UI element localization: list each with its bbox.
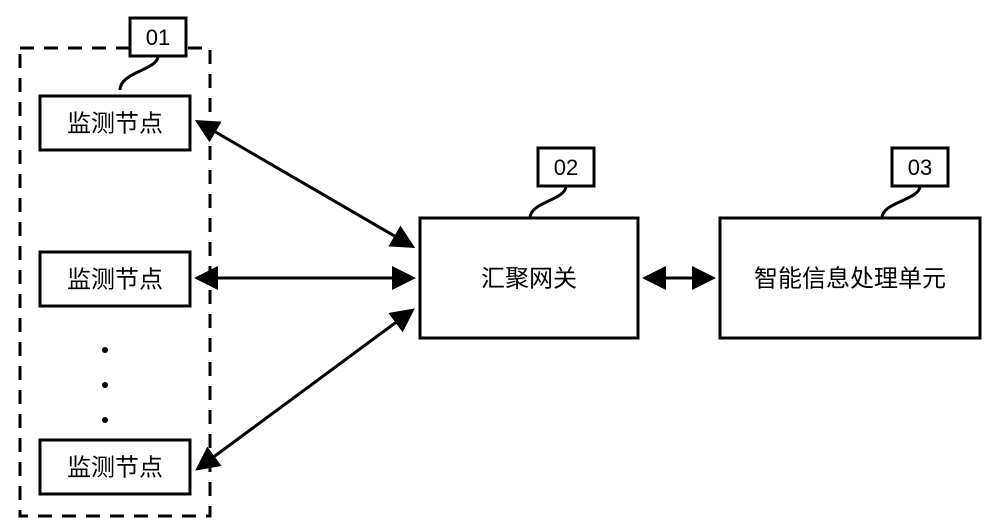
monitor-node-0: 监测节点 — [40, 96, 190, 150]
tag-03: 03 — [882, 148, 948, 218]
tag-02-connector — [530, 186, 566, 218]
ellipsis-icon — [102, 347, 108, 423]
tag-02-text: 02 — [554, 155, 578, 180]
monitor-node-2-label: 监测节点 — [67, 454, 163, 481]
arrow-0 — [200, 123, 410, 245]
gateway-node: 汇聚网关 — [420, 218, 638, 338]
monitor-node-2: 监测节点 — [40, 440, 190, 494]
gateway-label: 汇聚网关 — [481, 265, 577, 292]
tag-03-text: 03 — [908, 155, 932, 180]
arrow-2 — [200, 312, 410, 467]
processor-node: 智能信息处理单元 — [720, 218, 980, 338]
monitor-node-1-label: 监测节点 — [67, 266, 163, 293]
tag-02: 02 — [530, 148, 594, 218]
tag-01: 01 — [120, 18, 186, 90]
tag-01-connector — [120, 56, 158, 90]
processor-label: 智能信息处理单元 — [754, 265, 946, 292]
monitor-node-0-label: 监测节点 — [67, 110, 163, 137]
monitor-node-1: 监测节点 — [40, 252, 190, 306]
tag-03-connector — [882, 186, 920, 218]
tag-01-text: 01 — [146, 25, 170, 50]
